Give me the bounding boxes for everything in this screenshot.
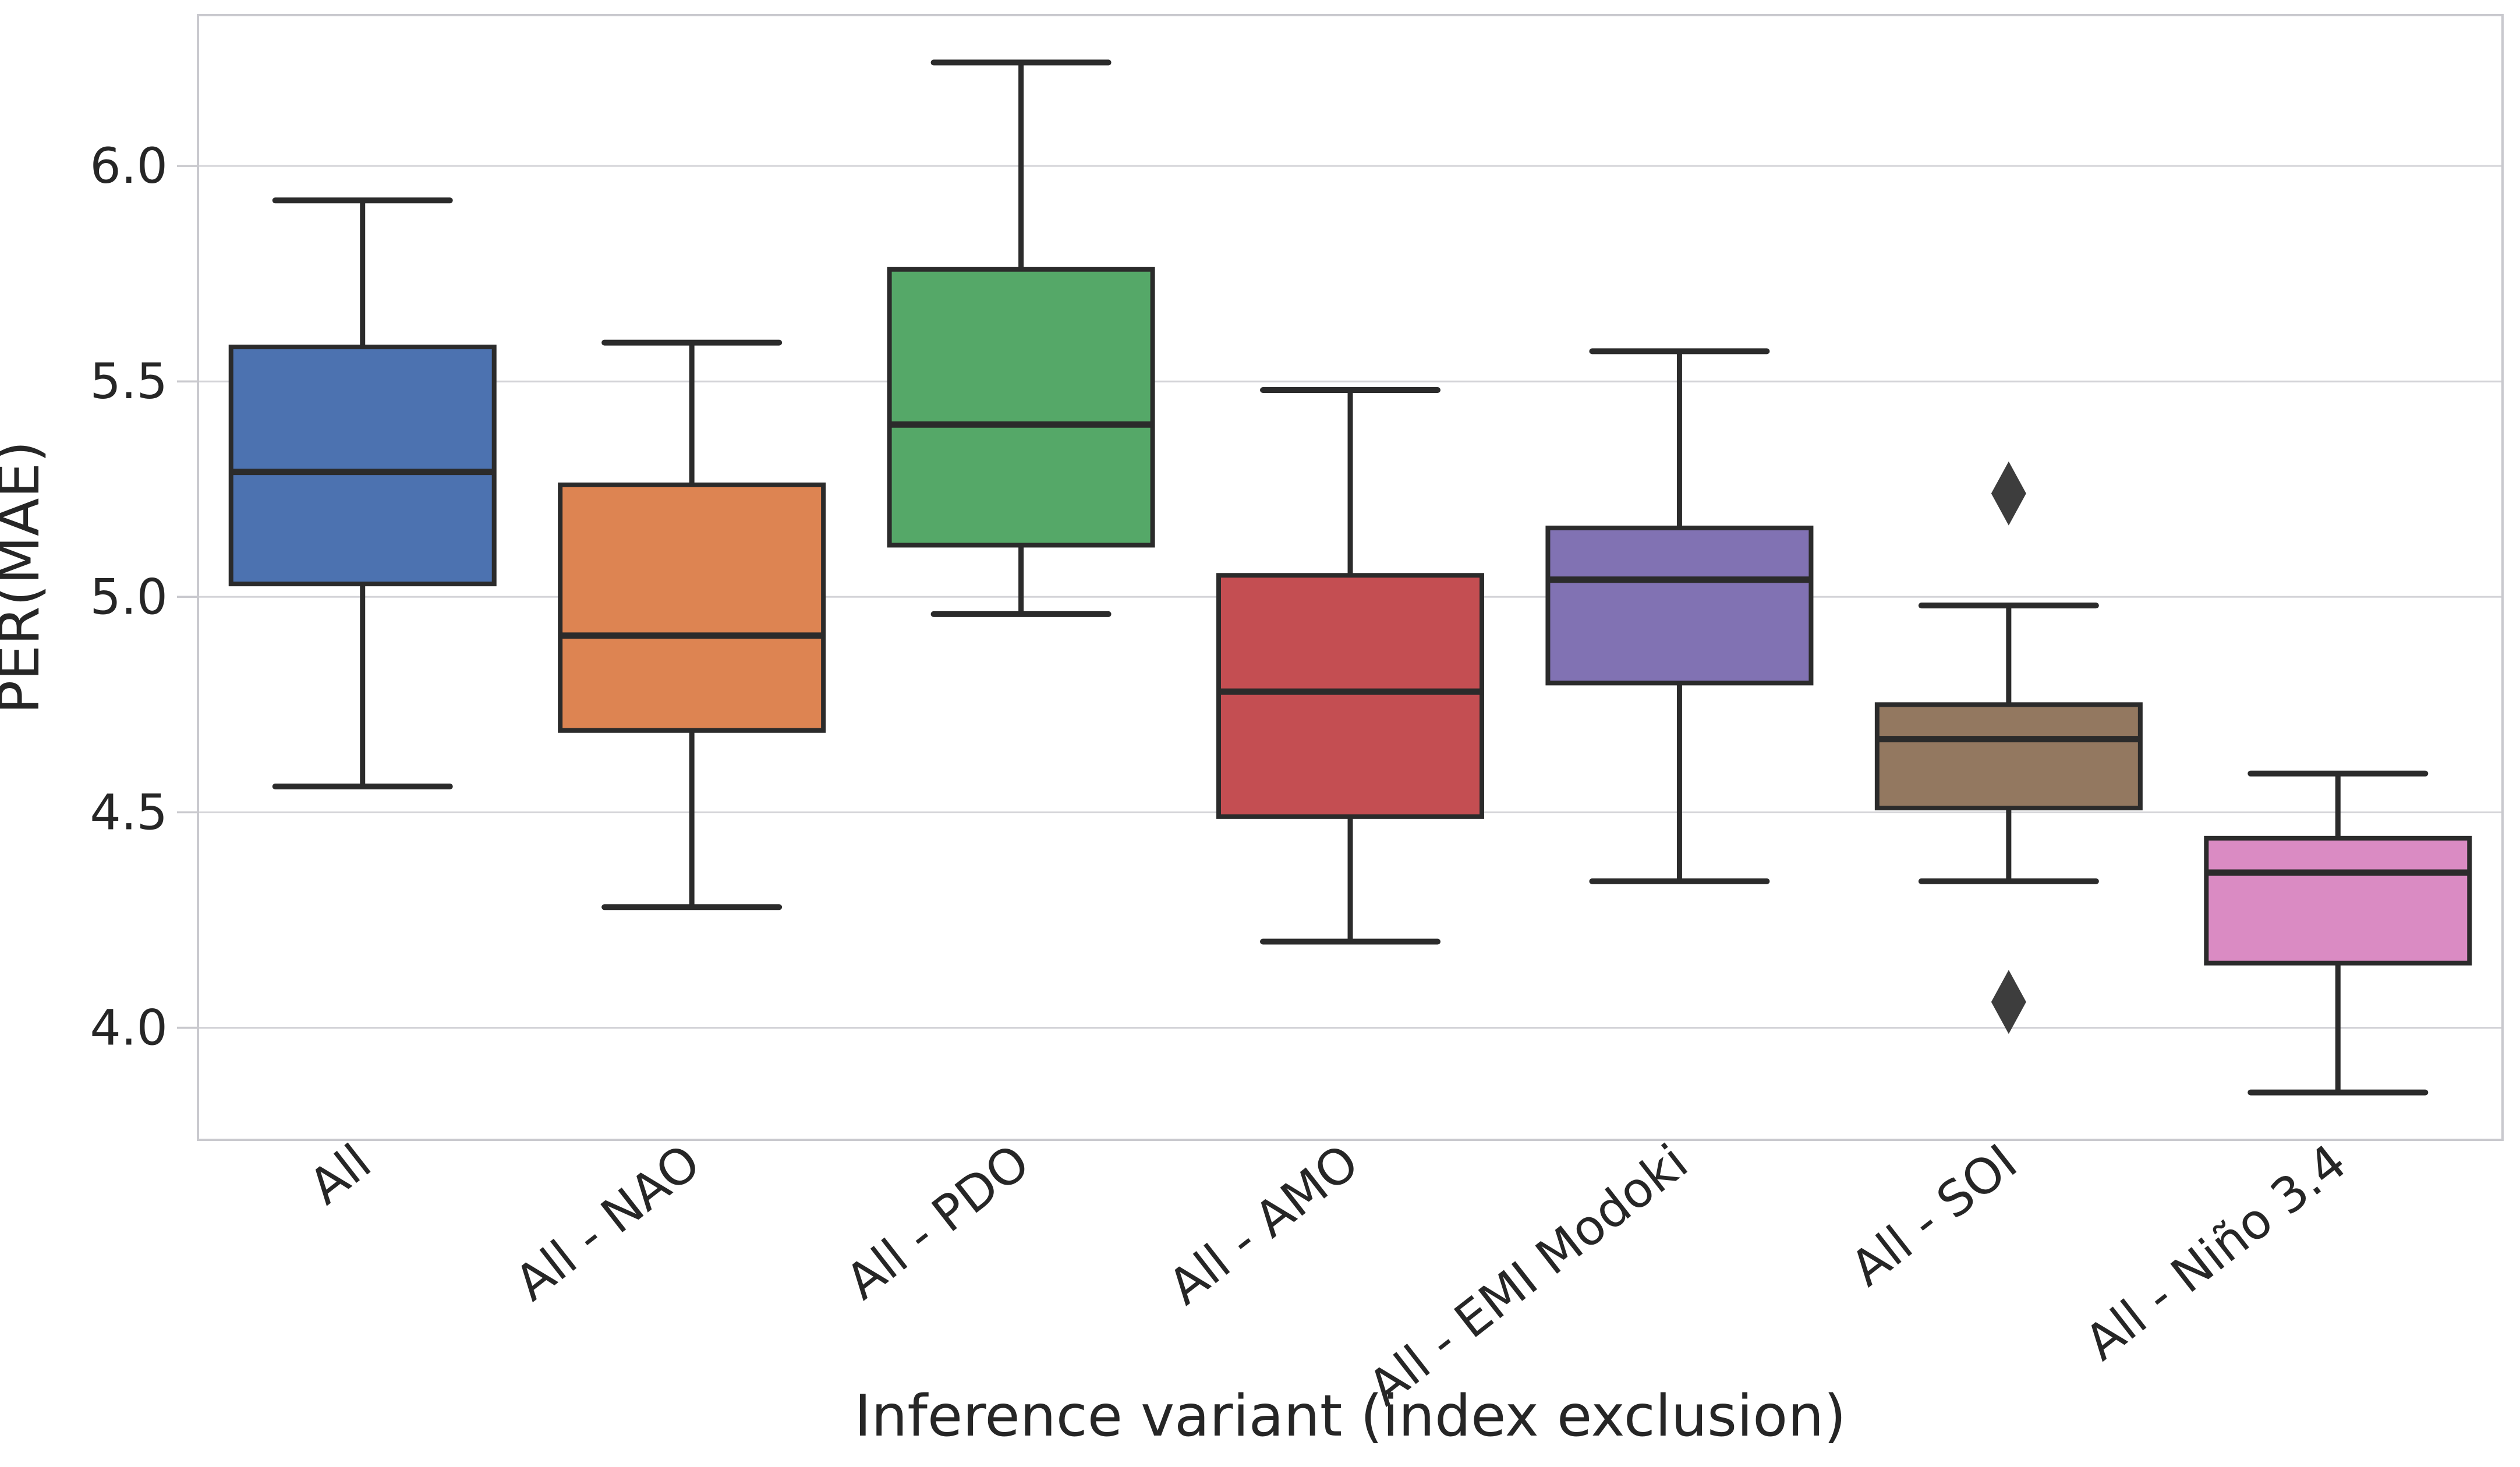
y-tick-label-5.0: 5.0 xyxy=(90,568,168,625)
y-axis-title: PER(MAE) xyxy=(0,441,52,714)
iqr-box xyxy=(887,267,1155,548)
y-tick-label-6.0: 6.0 xyxy=(90,137,168,194)
x-tick-label-All - Niño 3.4: All - Niño 3.4 xyxy=(2075,1133,2357,1372)
x-tick-label-All: All xyxy=(299,1133,381,1216)
x-tick-label-All - SOI: All - SOI xyxy=(1840,1133,2027,1298)
x-tick-label-All - PDO: All - PDO xyxy=(836,1133,1040,1311)
iqr-box xyxy=(2204,835,2472,966)
outlier-diamond-icon xyxy=(1991,970,2026,1034)
box-group-All - PDO xyxy=(887,59,1155,617)
plot-border xyxy=(197,14,2504,1141)
x-tick-label-All - EMI Modoki: All - EMI Modoki xyxy=(1358,1133,1698,1417)
iqr-box xyxy=(1216,573,1484,819)
box-group-All - AMO xyxy=(1216,387,1484,945)
x-tick-label-All - AMO: All - AMO xyxy=(1158,1133,1369,1316)
iqr-box xyxy=(558,482,826,733)
y-tick-label-5.5: 5.5 xyxy=(90,353,168,410)
iqr-box xyxy=(228,344,497,587)
y-tick-label-4.0: 4.0 xyxy=(90,1000,168,1057)
box-group-All - Niño 3.4 xyxy=(2204,770,2472,1096)
box-group-All - EMI Modoki xyxy=(1545,348,1814,884)
x-axis-title: Inference variant (index exclusion) xyxy=(854,1383,1846,1450)
box-group-All - NAO xyxy=(558,339,826,910)
box-group-All - SOI xyxy=(1874,461,2143,1034)
outlier-diamond-icon xyxy=(1991,461,2026,526)
iqr-box xyxy=(1545,525,1814,686)
iqr-box xyxy=(1874,702,2143,811)
y-tick-label-4.5: 4.5 xyxy=(90,784,168,841)
box-group-All xyxy=(228,197,497,790)
x-tick-label-All - NAO: All - NAO xyxy=(504,1133,710,1312)
